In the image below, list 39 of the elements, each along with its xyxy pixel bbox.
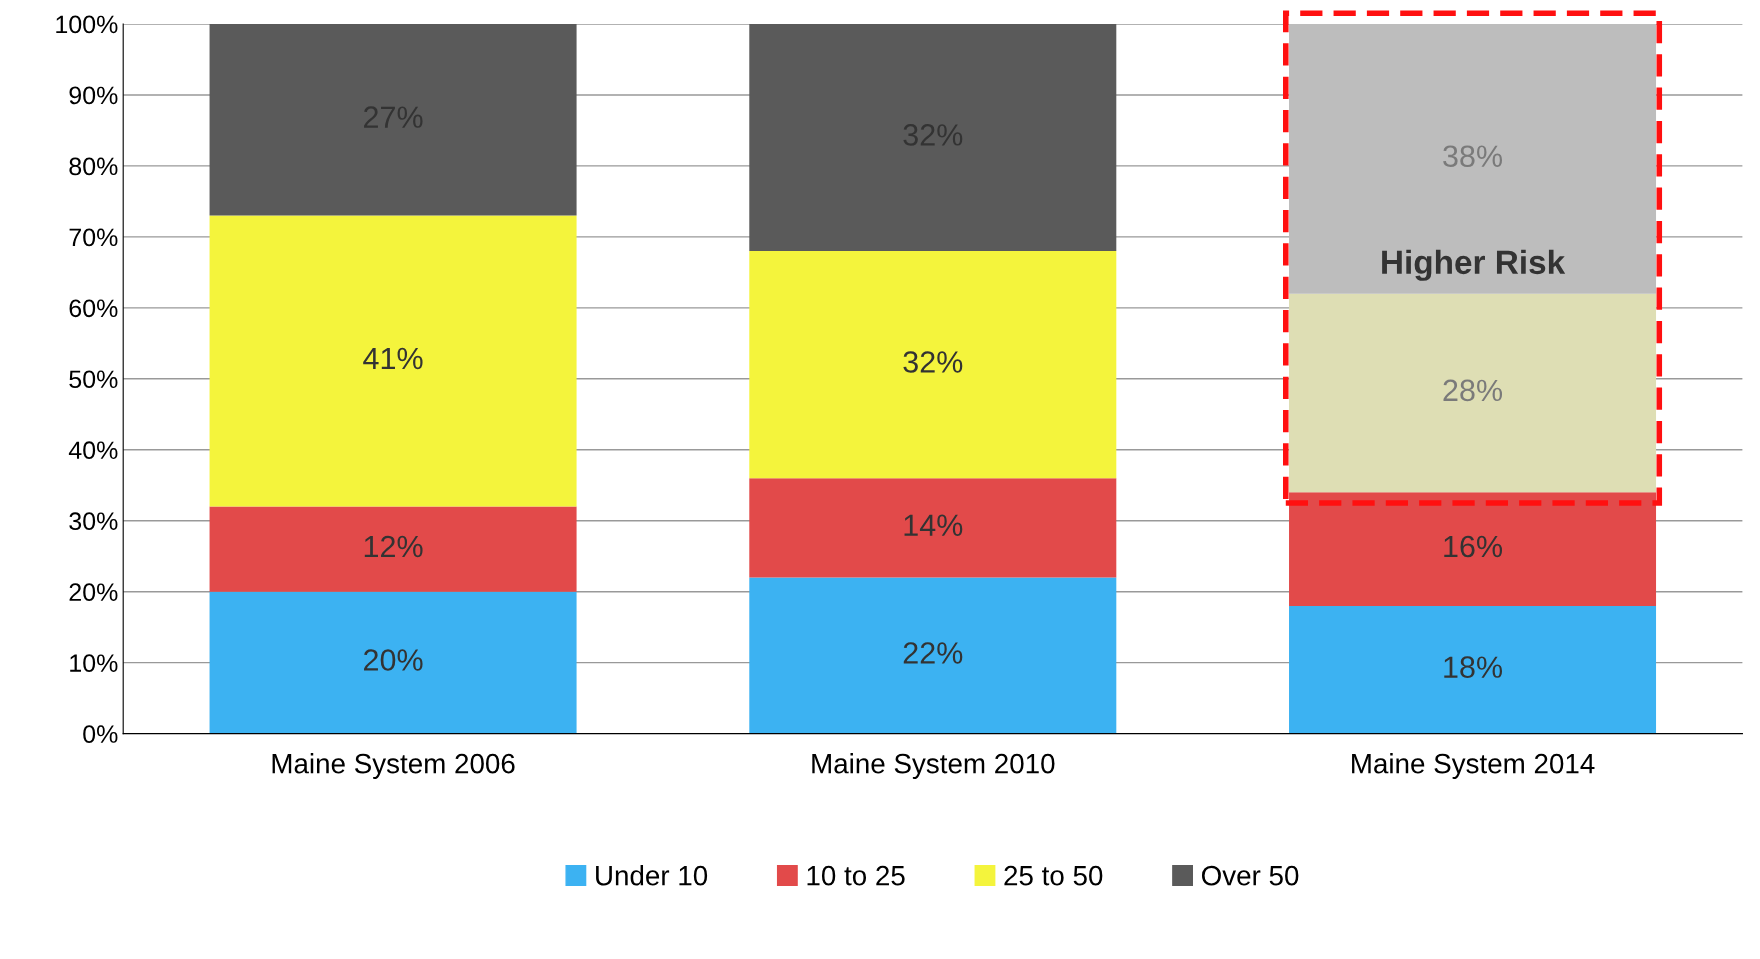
x-tick-label: Maine System 2006 [272,753,515,779]
text: 28% [1443,379,1503,402]
y-tick-label: 70% [69,228,118,247]
text: 18% [1444,656,1503,678]
legend-label: 10 to 25 [807,865,905,886]
text: 38% [1443,145,1503,168]
annotation: Higher Risk [1382,249,1566,281]
text: 22% [903,642,963,664]
y-tick-label: 10% [70,654,118,672]
bar [1289,492,1657,606]
bar [209,23,577,216]
legend-label: 25 to 50 [1004,865,1103,886]
x-tick-label: Maine System 2014 [1352,753,1595,779]
bar [1289,605,1657,734]
text: 41% [363,347,423,370]
y-tick-label: 0% [83,725,118,743]
text: 16% [1444,535,1503,558]
x-tick-label: Maine System 2010 [812,753,1055,779]
y-tick-label: 80% [69,157,118,176]
text: 14% [904,514,963,536]
text: 12% [364,535,423,558]
y-tick-label: 100% [56,15,118,34]
legend-label: Over 50 [1201,865,1299,886]
y-tick-label: 60% [69,299,118,318]
bar [209,591,577,734]
y-tick-label: 40% [68,441,118,460]
bar [209,215,577,507]
text: 32% [903,351,963,373]
bar [209,506,577,592]
y-tick-label: 20% [69,583,118,602]
y-tick-label: 90% [69,86,118,105]
text: 20% [364,649,423,671]
legend-label: Under 10 [596,865,708,886]
y-tick-label: 30% [69,512,118,531]
bar [749,577,1117,734]
bar [749,23,1117,252]
y-tick-label: 50% [69,370,118,389]
bar [749,478,1117,578]
bar [749,251,1117,479]
